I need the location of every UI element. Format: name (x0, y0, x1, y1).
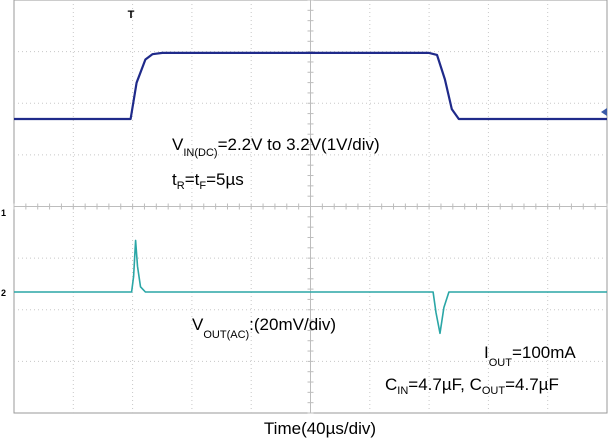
grid (13, 0, 608, 414)
rise-fall-annotation: tR=tF=5µs (172, 170, 244, 192)
vout-annotation: VOUT(AC):(20mV/div) (192, 315, 336, 341)
caps-annotation: CIN=4.7µF, COUT=4.7µF (385, 375, 559, 397)
x-axis-label: Time(40µs/div) (264, 419, 376, 438)
trigger-marker: T (128, 9, 135, 21)
traces (14, 51, 607, 335)
iout-annotation: IOUT=100mA (484, 343, 576, 369)
channel-2-marker: 2 (1, 288, 6, 298)
trace-channel-1 (14, 51, 607, 121)
trace-channel-2 (14, 239, 607, 335)
channel-1-marker: 1 (1, 208, 6, 218)
vin-annotation: VIN(DC)=2.2V to 3.2V(1V/div) (172, 135, 380, 159)
right-edge-marker (601, 108, 607, 116)
